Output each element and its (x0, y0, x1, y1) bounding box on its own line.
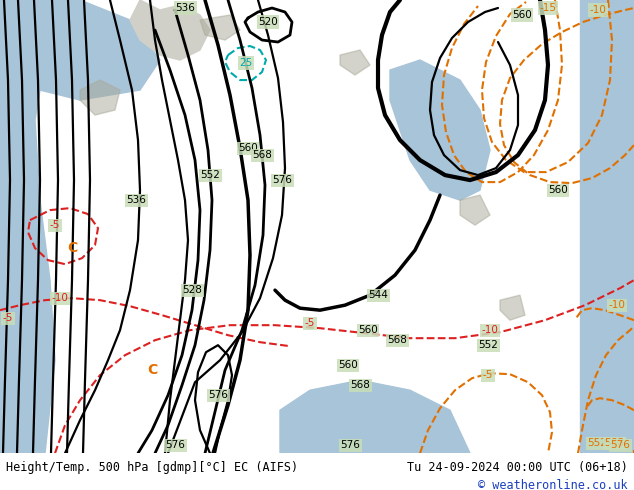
Text: -5: -5 (50, 220, 60, 230)
Polygon shape (460, 195, 490, 225)
Text: 576: 576 (208, 390, 228, 400)
Polygon shape (0, 0, 55, 453)
Polygon shape (130, 0, 210, 60)
Text: -10: -10 (590, 5, 607, 15)
Polygon shape (390, 60, 490, 200)
Text: 568: 568 (604, 438, 624, 448)
Polygon shape (200, 15, 240, 40)
Text: 552: 552 (200, 170, 220, 180)
Text: 568: 568 (252, 150, 272, 160)
Text: C: C (67, 241, 77, 255)
Text: 552: 552 (478, 340, 498, 350)
Text: 560: 560 (238, 143, 258, 153)
Text: -5: -5 (483, 370, 493, 380)
Text: 568: 568 (387, 335, 407, 345)
Text: -5: -5 (3, 313, 13, 323)
Text: -5: -5 (305, 318, 315, 328)
Text: 560: 560 (512, 10, 532, 20)
Text: 560: 560 (338, 360, 358, 370)
Text: 536: 536 (175, 3, 195, 13)
Text: 568: 568 (350, 380, 370, 390)
Text: © weatheronline.co.uk: © weatheronline.co.uk (478, 479, 628, 490)
Text: 576: 576 (165, 440, 185, 450)
Text: 520: 520 (258, 17, 278, 27)
Text: -10: -10 (609, 300, 625, 310)
Text: 560: 560 (358, 325, 378, 335)
Polygon shape (280, 380, 470, 453)
Text: -10: -10 (51, 293, 68, 303)
Text: Tu 24-09-2024 00:00 UTC (06+18): Tu 24-09-2024 00:00 UTC (06+18) (407, 461, 628, 474)
Text: Height/Temp. 500 hPa [gdmp][°C] EC (AIFS): Height/Temp. 500 hPa [gdmp][°C] EC (AIFS… (6, 461, 299, 474)
Text: 552: 552 (587, 438, 607, 448)
Polygon shape (0, 0, 160, 100)
Text: -10: -10 (482, 325, 498, 335)
Polygon shape (500, 295, 525, 320)
Text: 576: 576 (340, 440, 360, 450)
Text: 544: 544 (368, 290, 388, 300)
Polygon shape (340, 50, 370, 75)
Text: 25: 25 (240, 58, 252, 68)
Text: -15: -15 (540, 3, 557, 13)
Polygon shape (580, 0, 634, 453)
Text: 588: 588 (0, 489, 1, 490)
Text: 576: 576 (610, 440, 630, 450)
Text: 528: 528 (182, 285, 202, 295)
Text: 536: 536 (126, 195, 146, 205)
Polygon shape (80, 80, 120, 115)
Text: 576: 576 (272, 175, 292, 185)
Text: 560: 560 (548, 185, 568, 195)
Text: C: C (147, 363, 157, 377)
